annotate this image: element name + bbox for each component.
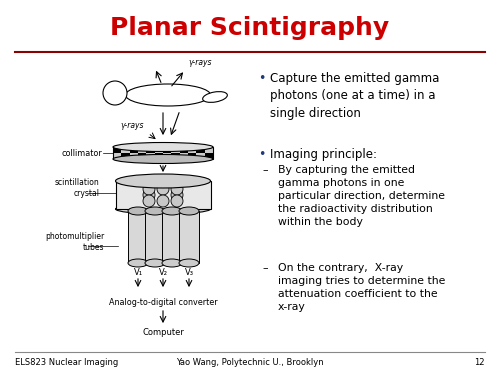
Text: scintillation
crystal: scintillation crystal — [55, 178, 100, 198]
Ellipse shape — [157, 195, 169, 207]
Ellipse shape — [145, 207, 165, 215]
Bar — [180, 147, 188, 153]
Text: On the contrary,  X-ray
imaging tries to determine the
attenuation coefficient t: On the contrary, X-ray imaging tries to … — [278, 263, 446, 312]
Ellipse shape — [113, 154, 213, 164]
Text: collimator: collimator — [62, 149, 103, 157]
Ellipse shape — [113, 142, 213, 151]
Bar — [116, 181, 210, 209]
Bar — [113, 147, 122, 153]
Ellipse shape — [116, 204, 210, 214]
Bar — [162, 211, 182, 263]
Bar — [145, 211, 165, 263]
Text: •: • — [258, 148, 266, 161]
Ellipse shape — [143, 195, 155, 207]
Text: Capture the emitted gamma
photons (one at a time) in a
single direction: Capture the emitted gamma photons (one a… — [270, 72, 440, 120]
Text: –: – — [262, 165, 268, 175]
Ellipse shape — [171, 195, 183, 207]
Bar — [204, 153, 213, 159]
Bar — [113, 147, 213, 159]
Ellipse shape — [157, 183, 169, 195]
Ellipse shape — [202, 91, 228, 102]
Bar — [188, 153, 196, 159]
Bar — [138, 153, 146, 159]
Bar — [130, 147, 138, 153]
Ellipse shape — [162, 259, 182, 267]
Text: By capturing the emitted
gamma photons in one
particular direction, determine
th: By capturing the emitted gamma photons i… — [278, 165, 445, 227]
Ellipse shape — [128, 259, 148, 267]
Ellipse shape — [143, 189, 155, 201]
Text: 12: 12 — [474, 358, 485, 367]
Ellipse shape — [179, 259, 199, 267]
Bar — [172, 153, 179, 159]
Text: Planar Scintigraphy: Planar Scintigraphy — [110, 16, 390, 40]
Bar — [154, 153, 163, 159]
Ellipse shape — [116, 174, 210, 188]
Ellipse shape — [162, 207, 182, 215]
Text: –: – — [262, 263, 268, 273]
Text: Imaging principle:: Imaging principle: — [270, 148, 377, 161]
Bar — [179, 211, 199, 263]
Text: V₃: V₃ — [184, 268, 194, 277]
Text: γ-rays: γ-rays — [120, 121, 144, 130]
Ellipse shape — [171, 183, 183, 195]
Circle shape — [103, 81, 127, 105]
Text: γ-rays: γ-rays — [188, 58, 212, 67]
Text: Computer: Computer — [142, 328, 184, 337]
Text: •: • — [258, 72, 266, 85]
Bar — [122, 153, 130, 159]
Ellipse shape — [171, 189, 183, 201]
Text: Analog-to-digital converter: Analog-to-digital converter — [108, 298, 218, 307]
Ellipse shape — [145, 259, 165, 267]
Bar — [163, 147, 172, 153]
Text: Yao Wang, Polytechnic U., Brooklyn: Yao Wang, Polytechnic U., Brooklyn — [176, 358, 324, 367]
Ellipse shape — [126, 84, 210, 106]
Ellipse shape — [143, 183, 155, 195]
Text: ELS823 Nuclear Imaging: ELS823 Nuclear Imaging — [15, 358, 118, 367]
Text: V₁: V₁ — [134, 268, 142, 277]
Text: photomultiplier
tubes: photomultiplier tubes — [45, 232, 104, 252]
Bar — [128, 211, 148, 263]
Bar — [196, 147, 204, 153]
Bar — [146, 147, 154, 153]
Ellipse shape — [179, 207, 199, 215]
Text: V₂: V₂ — [158, 268, 168, 277]
Ellipse shape — [128, 207, 148, 215]
